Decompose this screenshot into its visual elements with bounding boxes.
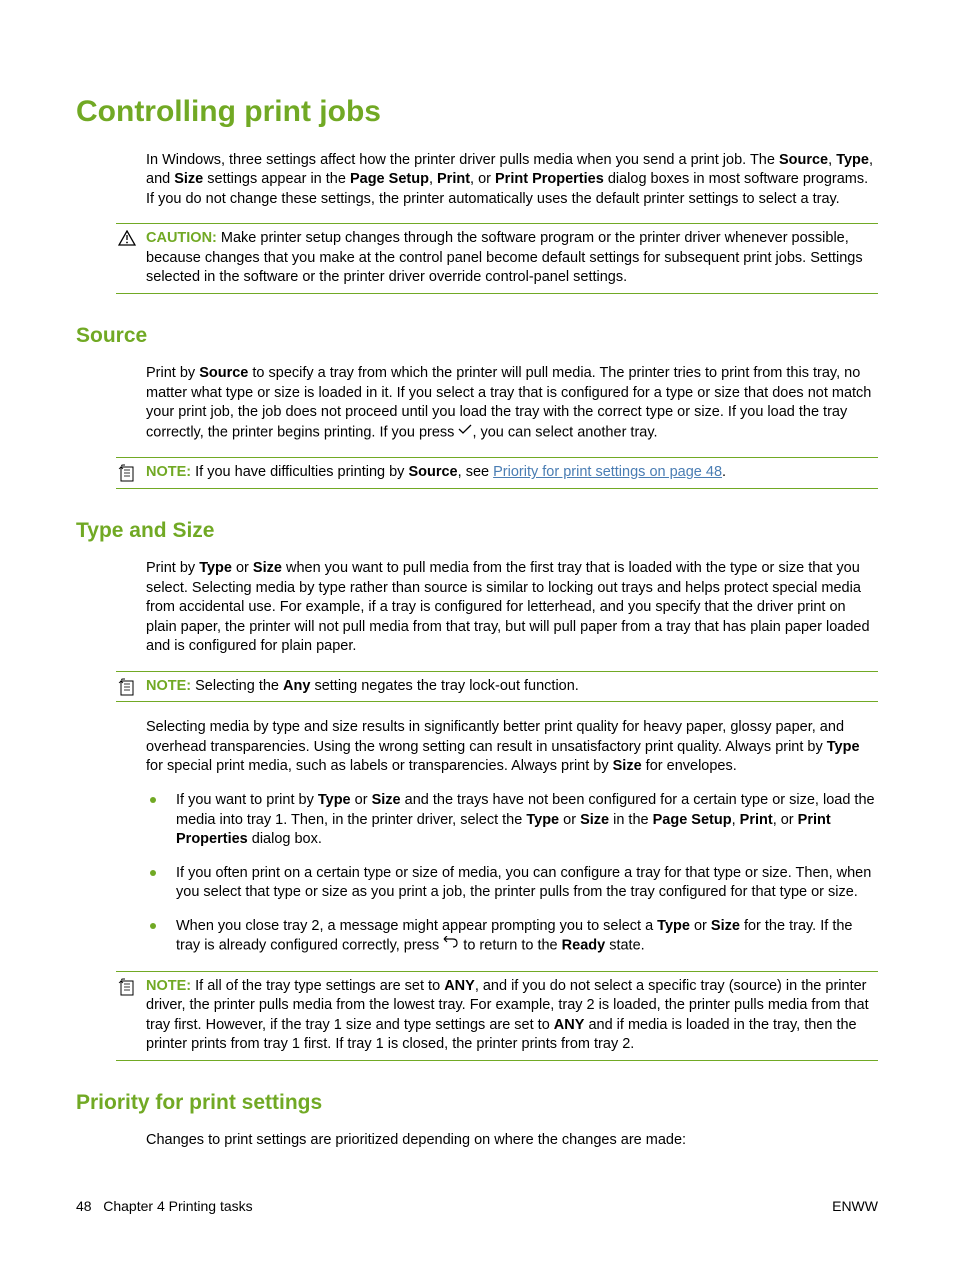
- intro-section: In Windows, three settings affect how th…: [146, 151, 878, 210]
- text: in the: [609, 812, 653, 828]
- text: , you can select another tray.: [472, 425, 657, 441]
- page-number: 48: [76, 1198, 92, 1214]
- text: ,: [429, 171, 437, 187]
- text: setting negates the tray lock-out functi…: [310, 678, 578, 694]
- bold-text: Type: [836, 152, 869, 168]
- text: dialog box.: [248, 831, 322, 847]
- text: In Windows, three settings affect how th…: [146, 152, 779, 168]
- bold-text: Source: [408, 464, 457, 480]
- page-footer: 48 Chapter 4 Printing tasks ENWW: [76, 1197, 878, 1216]
- bold-text: Print Properties: [495, 171, 604, 187]
- bold-text: Source: [779, 152, 828, 168]
- caution-icon: [116, 230, 138, 253]
- bold-text: Size: [613, 758, 642, 774]
- typesize-section-2: Selecting media by type and size results…: [146, 718, 878, 777]
- bold-text: Print: [437, 171, 470, 187]
- bold-text: Page Setup: [653, 812, 732, 828]
- typesize-paragraph-2: Selecting media by type and size results…: [146, 718, 878, 777]
- document-page: Controlling print jobs In Windows, three…: [0, 0, 954, 1270]
- text: or: [559, 812, 580, 828]
- text: , or: [773, 812, 798, 828]
- text: If you want to print by: [176, 792, 318, 808]
- bold-text: ANY: [554, 1017, 585, 1033]
- source-section: Print by Source to specify a tray from w…: [146, 364, 878, 443]
- bold-text: Size: [372, 792, 401, 808]
- text: Selecting the: [191, 678, 283, 694]
- note-label: NOTE:: [146, 678, 191, 694]
- bold-text: Ready: [562, 938, 606, 954]
- checkmark-icon: [458, 422, 472, 442]
- text: If you have difficulties printing by: [191, 464, 408, 480]
- text: If all of the tray type settings are set…: [191, 978, 444, 994]
- bold-text: Type: [199, 560, 232, 576]
- text: Print by: [146, 365, 199, 381]
- bold-text: Any: [283, 678, 310, 694]
- text: Print by: [146, 560, 199, 576]
- text: , or: [470, 171, 495, 187]
- section-heading-priority: Priority for print settings: [76, 1089, 878, 1117]
- footer-left: 48 Chapter 4 Printing tasks: [76, 1197, 253, 1216]
- note-icon: [116, 464, 138, 489]
- text: settings appear in the: [203, 171, 350, 187]
- text: , see: [458, 464, 493, 480]
- note-admonition-2: NOTE: Selecting the Any setting negates …: [116, 671, 878, 703]
- note-icon: [116, 978, 138, 1003]
- intro-paragraph: In Windows, three settings affect how th…: [146, 151, 878, 210]
- bold-text: Size: [580, 812, 609, 828]
- bold-text: Type: [827, 739, 860, 755]
- text: or: [690, 918, 711, 934]
- priority-settings-link[interactable]: Priority for print settings on page 48: [493, 464, 722, 480]
- bold-text: Page Setup: [350, 171, 429, 187]
- typesize-section: Print by Type or Size when you want to p…: [146, 559, 878, 657]
- bold-text: Size: [174, 171, 203, 187]
- text: .: [722, 464, 726, 480]
- bold-text: Source: [199, 365, 248, 381]
- text: to return to the: [459, 938, 561, 954]
- bold-text: Type: [526, 812, 559, 828]
- section-heading-typesize: Type and Size: [76, 517, 878, 545]
- typesize-bullet-list: If you want to print by Type or Size and…: [146, 791, 878, 957]
- bold-text: Type: [657, 918, 690, 934]
- caution-admonition: CAUTION: Make printer setup changes thro…: [116, 223, 878, 294]
- note-label: NOTE:: [146, 464, 191, 480]
- caution-text: Make printer setup changes through the s…: [146, 230, 863, 285]
- bold-text: Size: [711, 918, 740, 934]
- note-admonition-1: NOTE: If you have difficulties printing …: [116, 457, 878, 489]
- text: When you close tray 2, a message might a…: [176, 918, 657, 934]
- page-title: Controlling print jobs: [76, 92, 878, 133]
- text: or: [351, 792, 372, 808]
- text: ,: [828, 152, 836, 168]
- list-item: If you often print on a certain type or …: [146, 864, 878, 903]
- text: Selecting media by type and size results…: [146, 719, 844, 755]
- caution-label: CAUTION:: [146, 230, 217, 246]
- text: for envelopes.: [642, 758, 737, 774]
- text: state.: [605, 938, 645, 954]
- priority-section: Changes to print settings are prioritize…: [146, 1131, 878, 1151]
- note-label: NOTE:: [146, 978, 191, 994]
- bold-text: ANY: [444, 978, 475, 994]
- footer-right: ENWW: [832, 1197, 878, 1216]
- list-item: If you want to print by Type or Size and…: [146, 791, 878, 850]
- section-heading-source: Source: [76, 322, 878, 350]
- list-item: When you close tray 2, a message might a…: [146, 917, 878, 957]
- bold-text: Print: [740, 812, 773, 828]
- priority-paragraph: Changes to print settings are prioritize…: [146, 1131, 878, 1151]
- bold-text: Type: [318, 792, 351, 808]
- text: ,: [732, 812, 740, 828]
- back-arrow-icon: [443, 935, 459, 955]
- text: for special print media, such as labels …: [146, 758, 613, 774]
- note-icon: [116, 678, 138, 703]
- typesize-paragraph-1: Print by Type or Size when you want to p…: [146, 559, 878, 657]
- source-paragraph: Print by Source to specify a tray from w…: [146, 364, 878, 443]
- text: or: [232, 560, 253, 576]
- chapter-label: Chapter 4 Printing tasks: [103, 1198, 252, 1214]
- note-admonition-3: NOTE: If all of the tray type settings a…: [116, 971, 878, 1061]
- bold-text: Size: [253, 560, 282, 576]
